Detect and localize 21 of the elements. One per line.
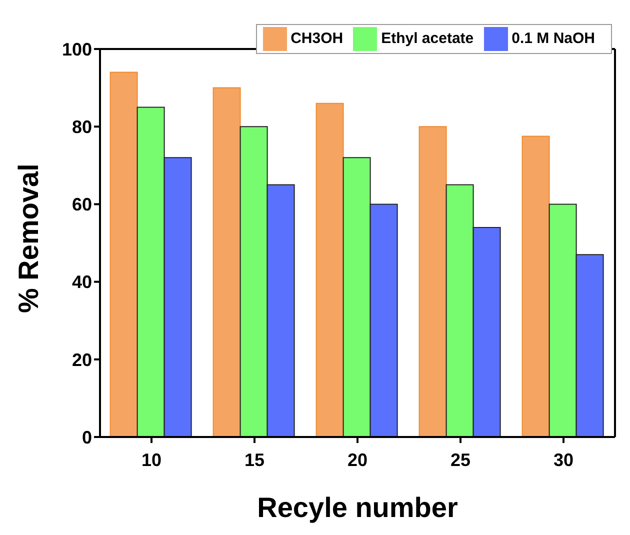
legend-label: Ethyl acetate xyxy=(381,30,474,47)
legend-label: CH3OH xyxy=(290,30,344,47)
y-tick-label: 80 xyxy=(72,116,92,137)
bar xyxy=(522,136,550,437)
x-axis-title: Recyle number xyxy=(257,492,458,523)
bar xyxy=(316,102,344,437)
y-tick-label: 20 xyxy=(72,350,92,370)
y-tick-label: 40 xyxy=(72,272,92,292)
bar xyxy=(110,72,138,437)
legend-label: 0.1 M NaOH xyxy=(512,30,595,47)
y-tick-label: 60 xyxy=(72,194,92,215)
x-tick-label: 30 xyxy=(553,450,574,470)
x-tick-label: 10 xyxy=(141,450,162,470)
y-axis-title: % Removal xyxy=(12,164,44,313)
bar xyxy=(418,126,447,437)
x-tick-label: 15 xyxy=(244,450,265,470)
x-tick-label: 25 xyxy=(450,450,471,470)
y-tick-label: 100 xyxy=(62,39,92,60)
y-tick-label: 0 xyxy=(82,427,92,448)
x-tick-label: 20 xyxy=(347,450,368,470)
bar xyxy=(212,87,241,437)
